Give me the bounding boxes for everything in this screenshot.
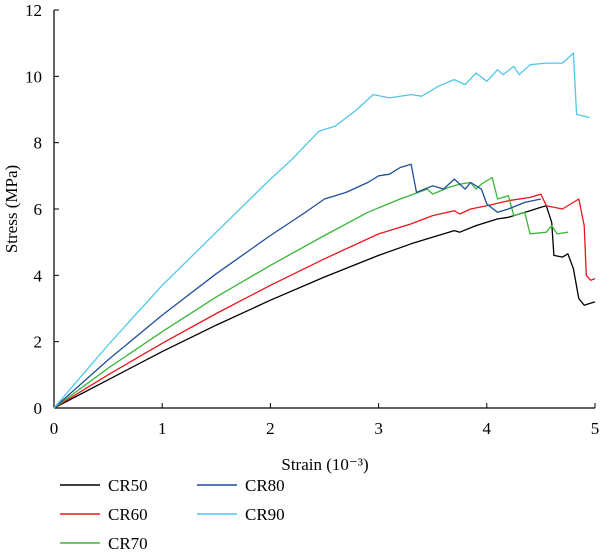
- x-axis-title: Strain (10⁻³): [281, 455, 368, 474]
- series-line-cr70: [53, 176, 569, 409]
- legend-label-cr70: CR70: [108, 534, 148, 553]
- x-tick-label: 2: [266, 419, 275, 438]
- legend-label-cr80: CR80: [245, 476, 285, 495]
- x-tick-label: 3: [374, 419, 383, 438]
- y-tick-label: 8: [34, 134, 43, 153]
- y-tick-label: 2: [34, 333, 43, 352]
- series-line-cr80: [53, 163, 542, 409]
- legend-label-cr50: CR50: [108, 476, 148, 495]
- y-tick-label: 10: [25, 67, 42, 86]
- series-lines: [53, 52, 596, 409]
- x-tick-label: 4: [483, 419, 492, 438]
- series-line-cr90: [53, 52, 590, 409]
- series-line-cr60: [53, 193, 596, 409]
- y-tick-label: 12: [25, 1, 42, 20]
- y-tick-label: 6: [34, 200, 43, 219]
- legend: CR50 CR60 CR70 CR80 CR90: [60, 476, 285, 553]
- legend-label-cr90: CR90: [245, 505, 285, 524]
- legend-label-cr60: CR60: [108, 505, 148, 524]
- y-axis-title: Stress (MPa): [2, 165, 21, 253]
- x-tick-label: 1: [158, 419, 167, 438]
- x-tick-label: 0: [50, 419, 59, 438]
- series-line-cr50: [53, 205, 596, 409]
- axes: [53, 9, 596, 409]
- y-tick-label: 4: [34, 266, 43, 285]
- y-tick-label: 0: [34, 399, 43, 418]
- x-tick-label: 5: [591, 419, 600, 438]
